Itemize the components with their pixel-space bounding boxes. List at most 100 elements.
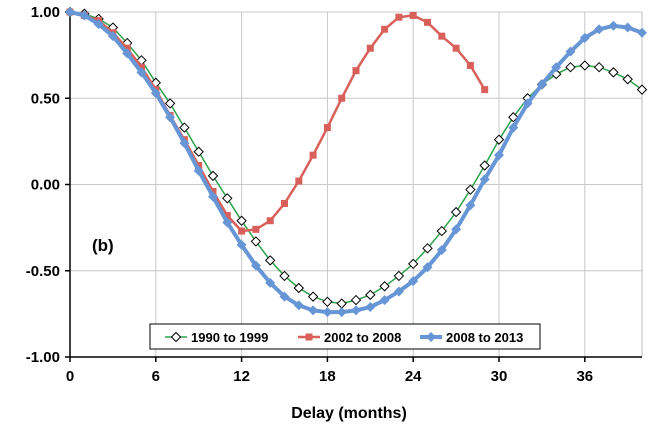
data-point-s0-11 bbox=[222, 193, 233, 204]
data-point-s2-35 bbox=[565, 46, 576, 57]
data-point-s2-11 bbox=[222, 217, 233, 228]
y-tick-label-1: 0.50 bbox=[31, 90, 60, 107]
legend-label-2: 2008 to 2013 bbox=[446, 330, 523, 345]
data-point-s1-4 bbox=[123, 44, 131, 52]
data-point-s0-10 bbox=[207, 170, 219, 182]
data-point-s0-16 bbox=[293, 282, 305, 294]
data-point-s1-29 bbox=[481, 86, 489, 94]
data-point-s1-5 bbox=[138, 63, 145, 71]
panel-label: (b) bbox=[92, 236, 114, 255]
y-tick-label-0: 1.00 bbox=[31, 4, 60, 21]
data-point-s1-13 bbox=[252, 225, 260, 233]
y-tick-label-4: -1.00 bbox=[26, 349, 60, 366]
data-point-s2-2 bbox=[93, 19, 104, 30]
data-point-s1-26 bbox=[438, 32, 446, 40]
x-tick-label-2: 12 bbox=[233, 368, 250, 385]
data-point-s2-17 bbox=[308, 305, 319, 316]
data-point-s1-20 bbox=[352, 67, 360, 75]
data-point-s2-15 bbox=[279, 291, 290, 302]
legend-box bbox=[149, 323, 541, 350]
data-point-s0-31 bbox=[508, 112, 519, 123]
data-point-s1-27 bbox=[452, 44, 460, 52]
data-point-s1-16 bbox=[295, 177, 303, 185]
data-point-s0-12 bbox=[236, 215, 247, 226]
legend-label-0: 1990 to 1999 bbox=[191, 330, 268, 345]
y-tick-label-3: -0.50 bbox=[26, 263, 60, 280]
data-point-s2-37 bbox=[594, 24, 605, 35]
data-point-s2-14 bbox=[265, 277, 276, 288]
data-point-s1-17 bbox=[309, 151, 317, 159]
data-point-s0-22 bbox=[379, 281, 390, 292]
data-point-s2-20 bbox=[351, 305, 361, 316]
data-point-s2-1 bbox=[79, 10, 90, 21]
data-point-s2-25 bbox=[422, 262, 433, 273]
data-point-s0-35 bbox=[565, 61, 576, 73]
data-point-s2-13 bbox=[250, 260, 261, 271]
data-point-s0-15 bbox=[279, 270, 290, 282]
series-2 bbox=[65, 7, 647, 318]
data-point-s1-21 bbox=[366, 44, 374, 52]
data-point-s0-9 bbox=[193, 146, 204, 157]
data-point-s2-12 bbox=[236, 239, 247, 250]
data-point-s2-16 bbox=[293, 300, 304, 311]
data-point-s2-21 bbox=[365, 301, 376, 312]
data-point-s2-32 bbox=[522, 98, 533, 109]
data-point-s2-4 bbox=[122, 48, 133, 59]
data-point-s2-26 bbox=[436, 245, 447, 256]
data-point-s1-25 bbox=[424, 18, 431, 26]
data-point-s2-36 bbox=[579, 32, 590, 43]
data-point-s2-34 bbox=[551, 62, 562, 73]
data-point-s2-39 bbox=[622, 22, 633, 33]
data-point-s0-39 bbox=[622, 74, 633, 85]
data-point-s0-13 bbox=[250, 236, 262, 247]
data-point-s1-14 bbox=[266, 217, 274, 225]
data-point-s1-12 bbox=[238, 227, 246, 235]
tick-labels: 0 6 12 18 24 30 36 1.00 0.50 0.00 -0.50 -1.00 bbox=[26, 4, 593, 385]
data-point-s1-10 bbox=[209, 187, 217, 195]
data-point-s2-28 bbox=[465, 200, 476, 211]
data-point-s0-23 bbox=[393, 270, 405, 282]
legend-label-1: 2002 to 2008 bbox=[324, 330, 401, 345]
data-point-s1-28 bbox=[466, 61, 474, 69]
data-point-s0-8 bbox=[179, 122, 190, 133]
series-layer bbox=[64, 6, 648, 318]
data-point-s0-30 bbox=[493, 134, 505, 145]
data-point-s0-20 bbox=[350, 294, 362, 306]
axes bbox=[65, 11, 643, 362]
data-point-s1-15 bbox=[281, 199, 288, 207]
legend-marker-1 bbox=[305, 333, 313, 341]
data-point-s2-30 bbox=[494, 150, 504, 161]
data-point-s0-27 bbox=[450, 206, 462, 218]
data-point-s2-19 bbox=[336, 307, 347, 318]
data-point-s2-24 bbox=[408, 276, 419, 287]
data-point-s0-18 bbox=[322, 296, 333, 308]
data-point-s0-21 bbox=[365, 289, 376, 301]
data-point-s1-24 bbox=[409, 11, 417, 19]
x-axis-title: Delay (months) bbox=[291, 405, 407, 422]
data-point-s0-26 bbox=[436, 225, 448, 237]
x-tick-label-6: 36 bbox=[576, 368, 593, 385]
data-point-s0-37 bbox=[593, 61, 605, 73]
data-point-s1-19 bbox=[338, 94, 346, 102]
data-point-s0-24 bbox=[407, 258, 419, 270]
data-point-s2-33 bbox=[536, 79, 547, 90]
data-point-s1-23 bbox=[395, 13, 403, 21]
x-tick-label-5: 30 bbox=[491, 368, 508, 385]
x-tick-label-3: 18 bbox=[319, 368, 336, 385]
data-point-s2-38 bbox=[608, 20, 619, 31]
data-point-s1-18 bbox=[323, 124, 331, 132]
data-point-s2-22 bbox=[379, 295, 390, 306]
data-point-s2-9 bbox=[193, 165, 204, 176]
data-point-s1-22 bbox=[381, 25, 389, 33]
data-point-s1-11 bbox=[223, 212, 231, 220]
data-point-s0-14 bbox=[264, 255, 276, 266]
data-point-s0-38 bbox=[608, 67, 619, 78]
x-tick-label-0: 0 bbox=[66, 368, 74, 385]
data-point-s2-8 bbox=[179, 138, 190, 149]
data-point-s2-10 bbox=[208, 191, 218, 202]
data-point-s2-0 bbox=[65, 7, 75, 17]
data-point-s0-17 bbox=[307, 291, 319, 302]
data-point-s1-9 bbox=[195, 162, 203, 170]
data-point-s2-7 bbox=[165, 112, 176, 123]
